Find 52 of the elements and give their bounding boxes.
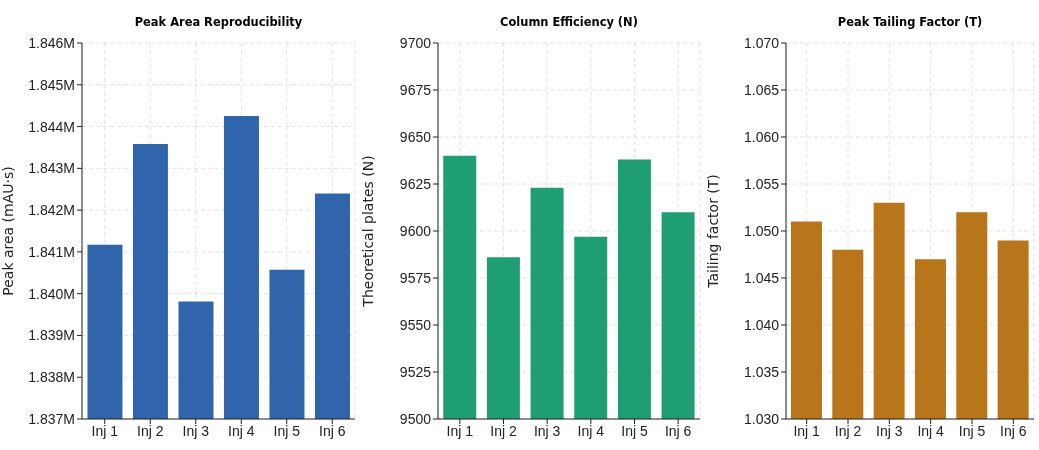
chart-title: Column Efficiency (N) — [499, 14, 639, 29]
y-tick-label: 9600 — [399, 222, 432, 239]
y-tick-label: 1.045 — [743, 269, 780, 286]
y-tick-label: 1.840M — [28, 285, 75, 302]
y-tick-label: 1.842M — [28, 202, 75, 219]
x-tick-label: Inj 2 — [490, 422, 517, 439]
y-tick-label: 1.040 — [743, 316, 780, 333]
y-tick-label: 1.839M — [28, 327, 75, 344]
y-tick-label: 1.065 — [743, 81, 780, 98]
x-tick-label: Inj 2 — [137, 422, 164, 439]
y-tick-label: 9525 — [399, 363, 432, 380]
y-tick-label: 1.838M — [28, 369, 75, 386]
x-tick-label: Inj 3 — [533, 422, 561, 439]
y-tick-label: 1.070 — [743, 34, 780, 51]
x-tick-label: Inj 5 — [621, 422, 648, 439]
y-tick-label: 1.843M — [28, 160, 75, 177]
x-tick-label: Inj 5 — [273, 422, 301, 439]
x-tick-label: Inj 6 — [1000, 422, 1027, 439]
y-axis-title: Tailing factor (T) — [704, 174, 721, 289]
y-tick-label: 1.060 — [743, 128, 780, 145]
y-axis-title: Theoretical plates (N) — [359, 155, 376, 308]
y-tick-label: 1.845M — [28, 76, 75, 93]
y-tick-label: 9675 — [399, 81, 432, 98]
y-tick-label: 9650 — [399, 128, 432, 145]
y-tick-label: 1.841M — [28, 243, 75, 260]
y-tick-label: 1.050 — [743, 222, 780, 239]
y-tick-label: 1.030 — [743, 410, 780, 427]
x-tick-label: Inj 1 — [793, 422, 821, 439]
x-tick-label: Inj 4 — [577, 422, 605, 439]
x-tick-label: Inj 4 — [917, 422, 945, 439]
chart-title: Peak Tailing Factor (T) — [836, 14, 984, 29]
y-tick-label: 1.846M — [28, 34, 75, 51]
y-tick-label: 1.055 — [743, 175, 780, 192]
x-tick-label: Inj 6 — [664, 422, 692, 439]
y-tick-label: 9550 — [399, 316, 432, 333]
x-tick-label: Inj 1 — [91, 422, 119, 439]
x-tick-label: Inj 3 — [182, 422, 210, 439]
y-tick-label: 1.035 — [743, 363, 780, 380]
y-tick-label: 9575 — [399, 269, 432, 286]
x-tick-label: Inj 6 — [319, 422, 346, 439]
x-tick-label: Inj 4 — [228, 422, 255, 439]
y-tick-label: 1.844M — [28, 118, 75, 135]
x-tick-label: Inj 1 — [446, 422, 474, 439]
y-tick-label: 9500 — [399, 410, 432, 427]
y-tick-label: 9625 — [399, 175, 432, 192]
x-tick-label: Inj 3 — [876, 422, 903, 439]
x-tick-label: Inj 2 — [834, 422, 862, 439]
x-tick-label: Inj 5 — [958, 422, 986, 439]
y-tick-label: 1.837M — [28, 410, 75, 427]
chart-title: Peak Area Reproducibility — [133, 14, 304, 29]
y-tick-label: 9700 — [399, 34, 432, 51]
y-axis-title: Peak area (mAU·s) — [0, 166, 16, 296]
